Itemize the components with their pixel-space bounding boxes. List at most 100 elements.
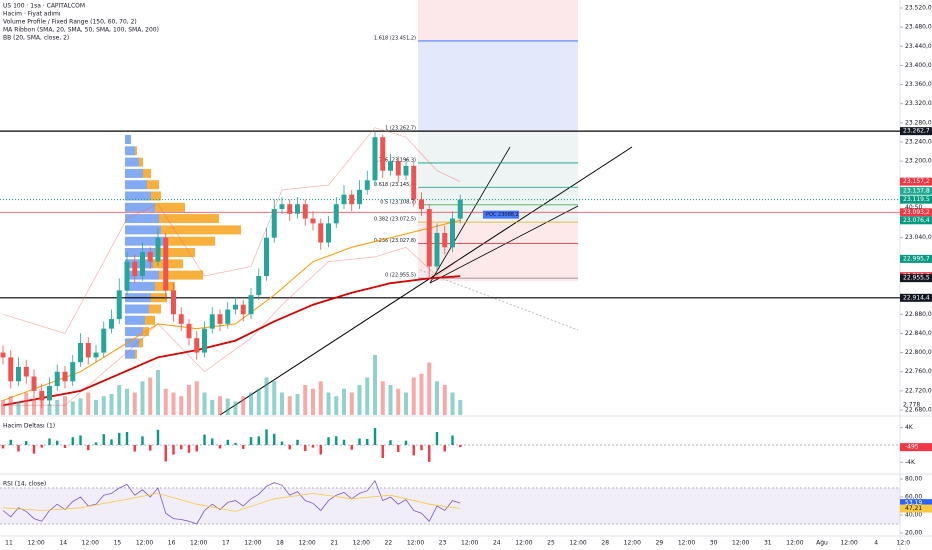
profile-down <box>159 214 219 224</box>
profile-down <box>145 315 155 325</box>
y-tick-label: 80,00 <box>905 476 922 483</box>
volume-bar <box>233 401 238 415</box>
delta-bar <box>366 438 369 445</box>
y-tick-label: 40,00 <box>905 512 922 519</box>
profile-up <box>125 202 155 212</box>
candle-body <box>295 204 300 214</box>
x-tick-label: 28 <box>601 540 609 547</box>
profile-down <box>161 225 241 235</box>
delta-bar <box>226 439 229 445</box>
delta-bar <box>459 445 462 448</box>
candle-body <box>233 304 238 310</box>
candle-body <box>357 189 362 205</box>
profile-up <box>125 214 159 224</box>
volume-bar <box>194 381 199 415</box>
y-tick-label: 60,00 <box>905 494 922 501</box>
y-tick-label: 20,00 <box>905 530 922 537</box>
volume-bar <box>241 396 246 415</box>
x-tick-label: 12:00 <box>678 540 695 547</box>
x-tick-label: 14 <box>59 540 67 547</box>
delta-bar <box>25 441 28 445</box>
volume-bar <box>32 398 36 415</box>
candle-body <box>318 223 324 243</box>
volume-bar <box>303 385 308 415</box>
candle-body <box>70 362 76 382</box>
fib-label: 0.5 (23.108,7) <box>380 199 416 205</box>
volume-bar <box>156 370 160 415</box>
delta-bar <box>451 435 454 445</box>
y-tick-label: 23.240,0 <box>905 139 932 146</box>
y-tick-label: 23.320,0 <box>905 100 932 107</box>
moving-average <box>2 219 461 401</box>
profile-down <box>135 349 137 359</box>
candle-body <box>155 237 161 262</box>
y-tick-label: 23.360,0 <box>905 81 932 88</box>
delta-bar <box>156 429 160 445</box>
countdown: 40:50 <box>905 204 922 211</box>
y-tick-label: 23.200,0 <box>905 158 932 165</box>
volume-bar <box>357 385 362 415</box>
volume-bar <box>117 385 122 415</box>
y-tick-label: 22.840,0 <box>905 330 932 337</box>
volume-bar <box>435 381 439 415</box>
x-tick-label: 21 <box>330 540 338 547</box>
delta-bar <box>242 445 245 449</box>
volume-bar <box>16 401 21 415</box>
y-tick-label: 23.480,0 <box>905 24 932 31</box>
y-tick-label: 22.680,0 <box>905 407 932 414</box>
candle-body <box>85 343 91 358</box>
volume-bar <box>63 396 67 415</box>
delta-bar <box>234 442 237 445</box>
candle-body <box>132 261 138 276</box>
volume-bar <box>427 362 432 415</box>
delta-bar <box>87 445 90 451</box>
profile-up <box>125 168 143 178</box>
delta-bar <box>342 439 346 445</box>
fib-zone <box>418 40 578 131</box>
volume-bar <box>256 388 261 415</box>
volume-bar <box>318 381 323 415</box>
profile-up <box>125 259 153 269</box>
x-tick-label: 12:00 <box>27 540 44 547</box>
price-tag <box>900 208 932 217</box>
legend-item: Hacim · Fiyat adımı <box>3 11 61 18</box>
x-tick-label: 12:00 <box>136 540 153 547</box>
price-tag-label: 23.119,5 <box>903 196 930 203</box>
volume-bar <box>380 381 385 415</box>
y-tick-label: -4K <box>905 459 916 466</box>
volume-bar <box>163 388 168 415</box>
profile-up <box>125 349 135 359</box>
volume-bar <box>78 398 83 415</box>
x-tick-label: 12:00 <box>82 540 99 547</box>
profile-up <box>125 327 143 337</box>
x-tick-label: 24 <box>493 540 501 547</box>
volume-bar <box>450 392 455 415</box>
volume-bar <box>140 381 145 415</box>
profile-down <box>139 157 143 167</box>
candle-body <box>178 314 184 324</box>
volume-bar <box>8 396 13 415</box>
candle-body <box>380 137 386 171</box>
delta-tag-label: -495 <box>905 444 919 451</box>
rsi-ma-line <box>2 492 461 512</box>
fib-label: 0 (22.955,5) <box>385 273 416 279</box>
x-tick-label: 22 <box>385 540 393 547</box>
volume-bar <box>187 385 191 415</box>
y-tick-label: 4K <box>905 424 914 431</box>
y-tick-label: 22.720,0 <box>905 387 932 394</box>
delta-bar <box>32 445 36 454</box>
delta-bar <box>428 445 431 462</box>
volume-bar <box>287 396 292 415</box>
delta-bar <box>180 445 183 450</box>
delta-bar <box>56 440 59 445</box>
delta-bar <box>381 445 384 458</box>
x-tick-label: 12:00 <box>353 540 370 547</box>
candle-body <box>116 290 122 320</box>
profile-up <box>125 304 149 314</box>
candle-body <box>39 390 45 401</box>
candle-body <box>450 218 455 248</box>
candle-body <box>426 209 432 267</box>
candle-body <box>240 304 246 315</box>
delta-bar <box>327 437 330 445</box>
profile-up <box>125 236 165 246</box>
